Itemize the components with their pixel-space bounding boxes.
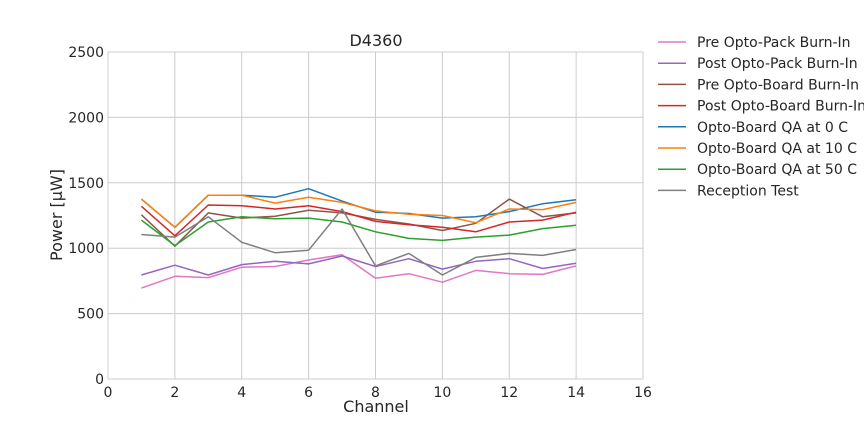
legend: Pre Opto-Pack Burn-In Post Opto-Pack Burn… bbox=[658, 35, 864, 199]
legend-label: Pre Opto-Board Burn-In bbox=[697, 77, 859, 93]
y-tick-labels: 0 500 1000 1500 2000 2500 bbox=[68, 45, 104, 388]
x-tick-label: 14 bbox=[567, 385, 585, 401]
legend-label: Pre Opto-Pack Burn-In bbox=[697, 35, 851, 51]
x-tick-label: 2 bbox=[170, 385, 179, 401]
series-line bbox=[141, 253, 577, 289]
x-tick-label: 4 bbox=[237, 385, 246, 401]
chart-title: D4360 bbox=[349, 31, 402, 50]
series-line bbox=[140, 216, 577, 247]
legend-label: Reception Test bbox=[697, 183, 799, 199]
x-tick-label: 12 bbox=[500, 385, 518, 401]
series-line bbox=[140, 204, 577, 237]
series-line bbox=[141, 255, 577, 276]
plot-frame bbox=[107, 51, 644, 380]
y-axis-label: Power [μW] bbox=[47, 169, 66, 261]
y-tick-label: 0 bbox=[95, 372, 104, 388]
series-line bbox=[141, 208, 577, 276]
series-line bbox=[140, 194, 577, 229]
y-tick-label: 500 bbox=[77, 307, 104, 323]
series-lines bbox=[140, 187, 577, 289]
legend-label: Post Opto-Pack Burn-In bbox=[697, 56, 858, 72]
x-tick-label: 8 bbox=[371, 385, 380, 401]
legend-label: Opto-Board QA at 50 C bbox=[697, 162, 857, 178]
x-tick-label: 6 bbox=[304, 385, 313, 401]
x-tick-label: 16 bbox=[634, 385, 652, 401]
legend-label: Opto-Board QA at 10 C bbox=[697, 141, 857, 157]
y-tick-label: 1000 bbox=[68, 241, 104, 257]
x-tick-labels: 0 2 4 6 8 10 12 14 16 bbox=[104, 385, 652, 401]
y-tick-label: 2000 bbox=[68, 110, 104, 126]
x-axis-label: Channel bbox=[343, 397, 409, 416]
legend-label: Opto-Board QA at 0 C bbox=[697, 120, 848, 136]
x-tick-label: 10 bbox=[433, 385, 451, 401]
x-tick-label: 0 bbox=[104, 385, 113, 401]
y-tick-label: 1500 bbox=[68, 176, 104, 192]
y-tick-label: 2500 bbox=[68, 45, 104, 61]
legend-label: Post Opto-Board Burn-In bbox=[697, 99, 864, 115]
